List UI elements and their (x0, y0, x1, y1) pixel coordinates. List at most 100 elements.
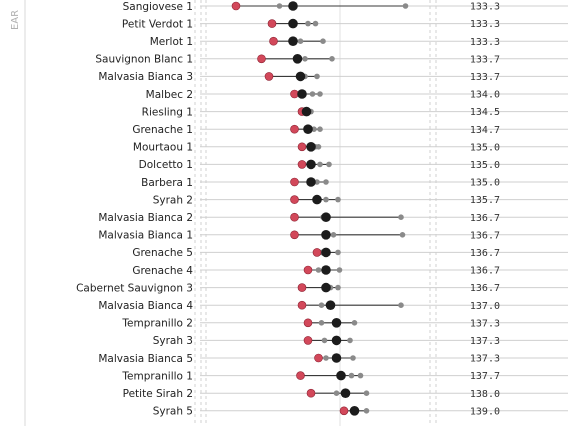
row-label: Grenache 1 (132, 124, 193, 136)
replicate-point (276, 3, 283, 9)
replicate-point (317, 91, 323, 97)
low-point (290, 230, 299, 240)
low-point (290, 124, 299, 134)
vertical-guide-lines (194, 0, 437, 426)
replicate-point (315, 267, 322, 273)
row-label: Malvasia Bianca 5 (98, 353, 193, 365)
row-label: Sauvignon Blanc 1 (95, 54, 193, 66)
score-label: 135.7 (470, 195, 500, 206)
low-point (269, 36, 278, 46)
mean-point (295, 71, 306, 82)
replicate-point (335, 196, 341, 203)
low-point (264, 72, 274, 81)
replicate-point (398, 302, 404, 309)
replicate-point (347, 337, 353, 344)
row-label: Malbec 2 (146, 89, 193, 101)
replicate-point (321, 337, 328, 344)
replicate-point (323, 179, 329, 185)
low-point (306, 388, 316, 398)
replicate-point (302, 56, 308, 62)
mean-point (297, 89, 307, 99)
replicate-point (318, 320, 325, 326)
row-label: Syrah 2 (153, 194, 193, 206)
mean-point (321, 247, 331, 258)
mean-point (301, 106, 312, 117)
replicate-point (335, 284, 341, 291)
mean-point (331, 353, 342, 363)
row-label: Tempranillo 2 (121, 318, 193, 330)
mean-point (336, 370, 346, 381)
score-label: 137.0 (470, 301, 500, 312)
score-label: 136.7 (470, 213, 500, 224)
score-label: 137.3 (470, 336, 500, 347)
score-label: 133.7 (470, 72, 500, 83)
score-label: 136.7 (470, 248, 500, 259)
row-label: Malvasia Bianca 3 (98, 71, 193, 83)
replicate-point (348, 372, 355, 379)
low-point (297, 142, 307, 152)
mean-point (321, 230, 331, 240)
low-point (290, 195, 299, 204)
replicate-point (363, 408, 370, 414)
row-label: Cabernet Sauvignon 3 (76, 282, 193, 294)
score-label: 133.3 (470, 37, 500, 48)
row-label: Sangiovese 1 (123, 1, 193, 13)
replicate-point (326, 161, 332, 168)
replicate-point (336, 267, 343, 273)
mean-point (306, 142, 316, 152)
mean-point (288, 1, 298, 11)
low-point (290, 212, 299, 222)
low-point (303, 318, 313, 328)
replicate-point (323, 196, 329, 203)
score-label: 139.0 (470, 406, 500, 417)
replicate-point (357, 372, 364, 379)
mean-point (288, 18, 298, 29)
replicate-point (320, 38, 326, 44)
row-label: Barbera 1 (141, 177, 193, 189)
row-label: Merlot 1 (150, 36, 193, 48)
row-label: Malvasia Bianca 1 (98, 230, 193, 242)
replicate-point (351, 320, 358, 326)
low-point (297, 283, 307, 292)
score-label: 133.3 (470, 19, 500, 30)
row-label: Mourtaou 1 (133, 142, 193, 154)
score-label: 135.0 (470, 142, 500, 153)
score-label: 133.7 (470, 54, 500, 65)
replicate-point (330, 232, 337, 238)
mean-point (321, 212, 331, 222)
replicate-point (309, 91, 316, 97)
row-label: Petit Verdot 1 (122, 18, 193, 30)
mean-point (331, 318, 342, 328)
score-label: 134.5 (470, 107, 500, 118)
replicate-point (329, 56, 335, 62)
score-label: 136.7 (470, 230, 500, 241)
low-point (231, 1, 241, 11)
row-label: Malvasia Bianca 4 (98, 300, 193, 312)
replicate-point (315, 144, 322, 150)
row-label: Syrah 3 (153, 335, 193, 347)
score-label: 135.0 (470, 160, 500, 171)
row-label: Syrah 5 (153, 406, 193, 418)
replicate-point (314, 179, 320, 185)
replicate-point (399, 232, 406, 238)
